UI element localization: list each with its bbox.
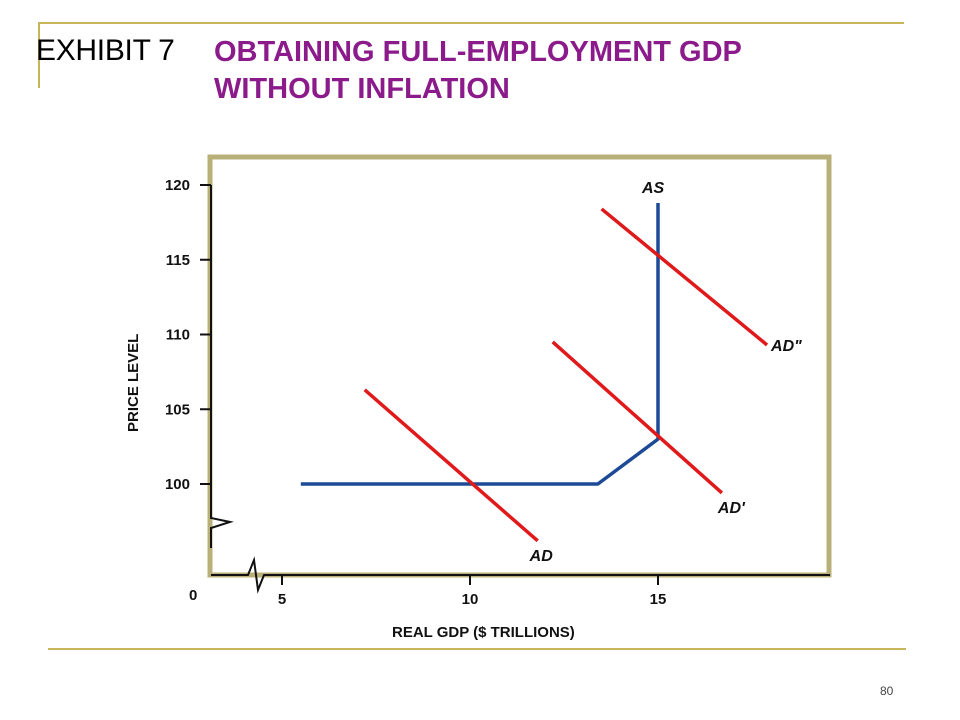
- left-rule: [38, 22, 40, 88]
- series-label-2: AD': [717, 500, 746, 517]
- x-axis-line: [211, 556, 830, 594]
- y-tick-label: 120: [165, 177, 190, 194]
- origin-label: 0: [189, 587, 197, 604]
- top-rule: [38, 22, 904, 24]
- series-group: [300, 202, 769, 543]
- labels-group: 100 105 110 115 120 5 10 15 AS AD AD' AD": [165, 177, 802, 608]
- y-axis-title: PRICE LEVEL: [125, 334, 142, 432]
- series-label-3: AD": [770, 338, 802, 355]
- y-axis-line: [210, 185, 234, 548]
- x-tick-label: 15: [650, 591, 667, 608]
- axes: [200, 184, 830, 594]
- x-tick-label: 10: [462, 591, 479, 608]
- bottom-rule: [48, 648, 906, 650]
- series-line-2: [551, 340, 724, 495]
- series-label-0: AS: [641, 180, 665, 197]
- x-tick-label: 5: [278, 591, 286, 608]
- series-line-0: [300, 202, 660, 486]
- title-line-2: WITHOUT INFLATION: [214, 73, 510, 105]
- y-tick-label: 115: [166, 252, 190, 269]
- y-tick-label: 100: [165, 476, 190, 493]
- y-tick-label: 105: [165, 401, 190, 418]
- series-line-1: [363, 388, 539, 543]
- x-axis-title: REAL GDP ($ TRILLIONS): [392, 624, 575, 641]
- y-tick-label: 110: [166, 327, 190, 344]
- page-number: 80: [880, 684, 894, 698]
- series-label-1: AD: [529, 548, 554, 565]
- series-line-3: [600, 207, 769, 347]
- slide-title: OBTAINING FULL-EMPLOYMENT GDP WITHOUT IN…: [214, 34, 854, 108]
- title-line-1: OBTAINING FULL-EMPLOYMENT GDP: [214, 36, 742, 68]
- exhibit-label: EXHIBIT 7: [36, 34, 175, 67]
